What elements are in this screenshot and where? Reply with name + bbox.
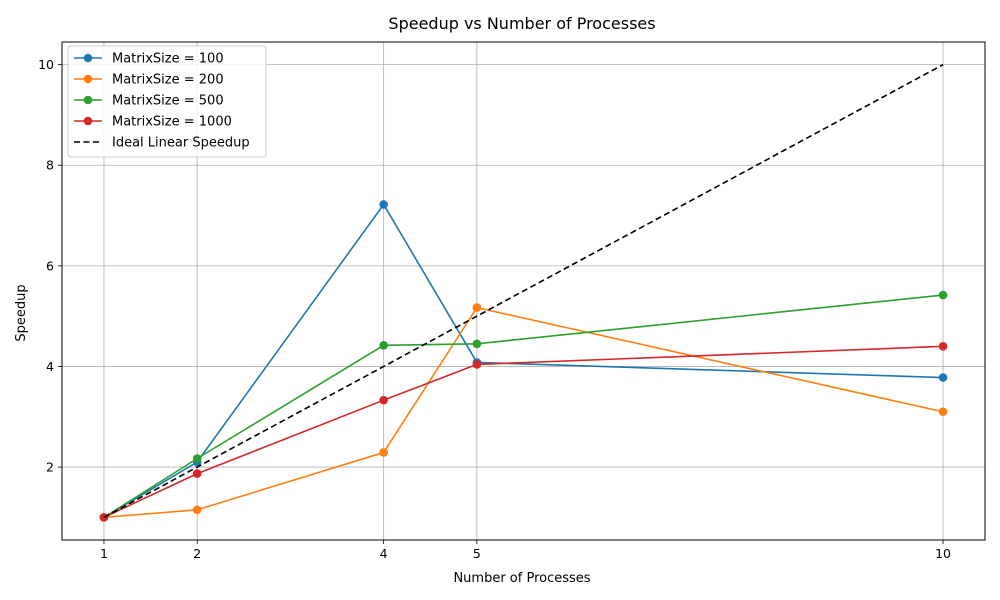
data-point (192, 469, 202, 478)
data-point (379, 448, 388, 457)
legend-label: MatrixSize = 100 (112, 52, 224, 67)
x-tick-label: 1 (100, 546, 108, 561)
series-matrixsize-500 (99, 290, 948, 522)
data-point (938, 407, 948, 417)
legend-item-matrixsize-1000: MatrixSize = 1000 (74, 115, 232, 130)
data-point (379, 341, 388, 350)
legend-label: MatrixSize = 200 (112, 73, 224, 88)
x-tick-label: 4 (380, 546, 388, 561)
data-point (379, 395, 388, 405)
series-line (103, 294, 944, 519)
data-point (938, 290, 948, 300)
y-tick-label: 10 (38, 57, 54, 72)
data-point (192, 505, 202, 515)
series-matrixsize-100 (99, 200, 948, 522)
legend-item-matrixsize-500: MatrixSize = 500 (74, 94, 224, 109)
legend-item-matrixsize-200: MatrixSize = 200 (74, 73, 224, 88)
data-point (192, 454, 202, 463)
legend-box (67, 45, 267, 158)
legend: MatrixSize = 100 MatrixSize = 200 MatrixSi… (67, 45, 267, 158)
legend-label: Ideal Linear Speedup (112, 136, 250, 151)
data-point (472, 360, 482, 369)
data-point (472, 339, 482, 349)
data-point (938, 342, 948, 351)
legend-item-ideal-linear-speedup: Ideal Linear Speedup (74, 136, 250, 151)
data-point (379, 200, 388, 209)
x-axis-label: Number of Processes (453, 571, 590, 586)
x-tick-label: 10 (935, 546, 951, 561)
y-tick-label: 6 (46, 258, 54, 273)
y-axis-label: Speedup (14, 284, 29, 341)
legend-swatch-marker (83, 53, 93, 63)
legend-swatch-marker (83, 74, 93, 84)
legend-item-matrixsize-100: MatrixSize = 100 (74, 52, 224, 67)
series-line (103, 203, 944, 519)
x-tick-label: 2 (193, 546, 201, 561)
y-tick-label: 4 (46, 359, 54, 374)
legend-swatch-marker (83, 95, 93, 105)
legend-label: MatrixSize = 1000 (112, 115, 232, 130)
series-group (99, 63, 948, 522)
y-tick-label: 2 (46, 460, 54, 475)
y-tick-label: 8 (46, 158, 54, 173)
chart-title: Speedup vs Number of Processes (388, 14, 655, 33)
series-matrixsize-200 (99, 303, 948, 522)
x-tick-label: 5 (473, 546, 481, 561)
plot-frame (61, 41, 986, 541)
legend-label: MatrixSize = 500 (112, 94, 224, 109)
series-ideal-linear-speedup (103, 63, 944, 519)
series-matrixsize-1000 (99, 342, 948, 522)
series-line (103, 345, 944, 519)
axis-ticks: 1 2 4 5 10 2 4 6 8 10 (38, 57, 951, 561)
legend-swatch-marker (83, 116, 93, 126)
series-line (103, 63, 944, 519)
data-point (938, 373, 948, 382)
data-point (472, 303, 482, 312)
